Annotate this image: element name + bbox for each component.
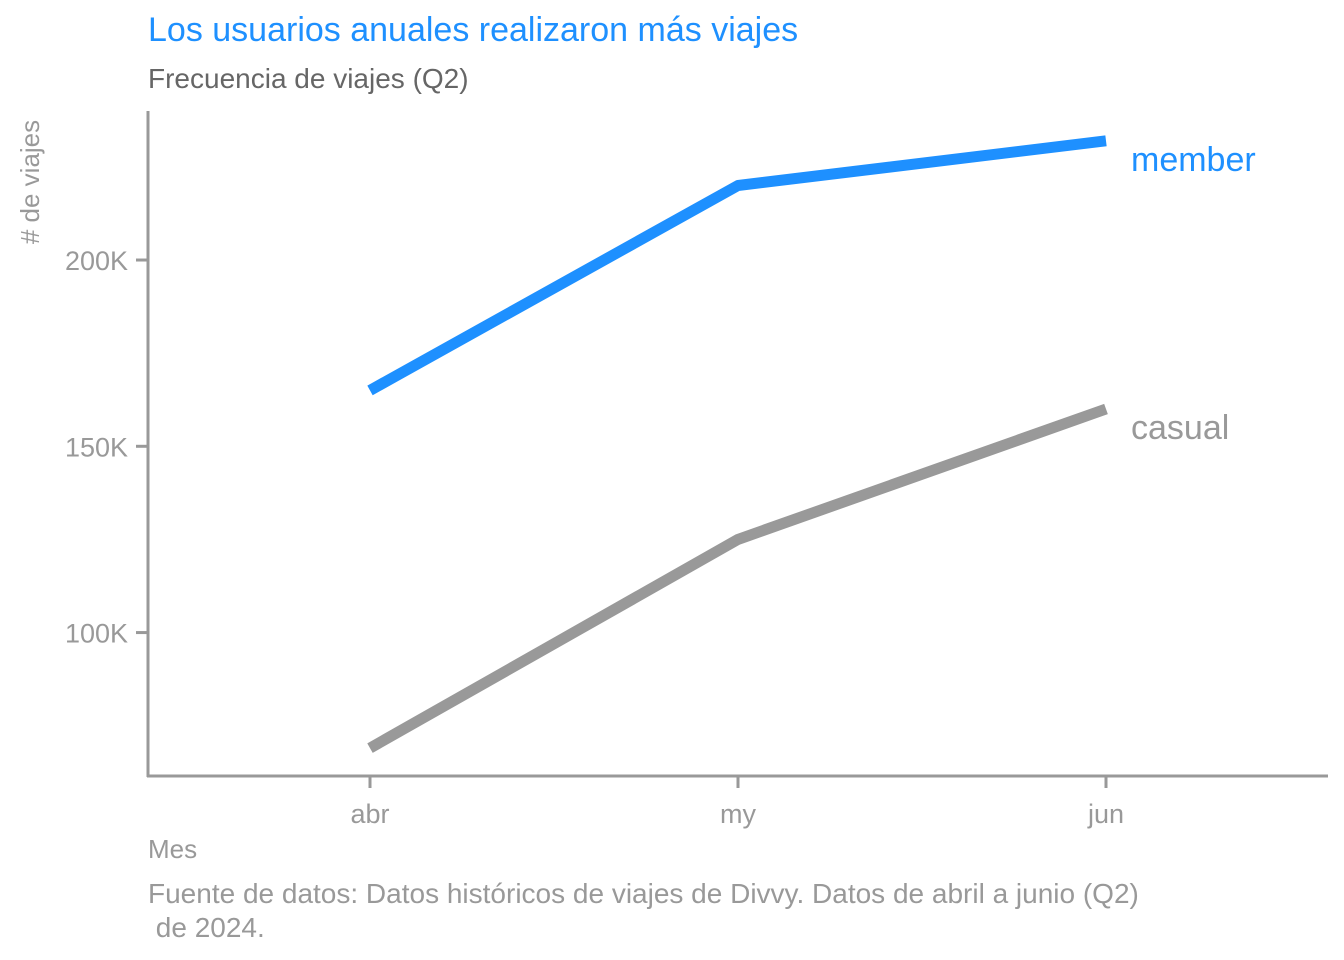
series-line-member <box>367 135 1107 396</box>
y-tick-label: 200K <box>65 246 128 276</box>
x-tick-label: jun <box>1087 799 1124 829</box>
series-label-casual: casual <box>1131 409 1229 447</box>
caption-line-1: Fuente de datos: Datos históricos de via… <box>148 878 1139 909</box>
y-tick-label: 100K <box>65 619 128 649</box>
series-line-casual <box>367 403 1108 753</box>
y-tick-label: 150K <box>65 432 128 462</box>
x-axis-title: Mes <box>148 834 197 864</box>
caption-line-2: de 2024. <box>148 912 265 943</box>
y-axis-title: # de viajes <box>15 120 45 244</box>
x-tick-label: abr <box>350 799 389 829</box>
chart-title: Los usuarios anuales realizaron más viaj… <box>148 11 798 49</box>
x-tick-label: my <box>720 799 756 829</box>
series-label-member: member <box>1131 141 1256 179</box>
plot-area: 100K 150K 200K abr my jun member casual <box>65 111 1328 829</box>
chart-subtitle: Frecuencia de viajes (Q2) <box>148 63 469 94</box>
